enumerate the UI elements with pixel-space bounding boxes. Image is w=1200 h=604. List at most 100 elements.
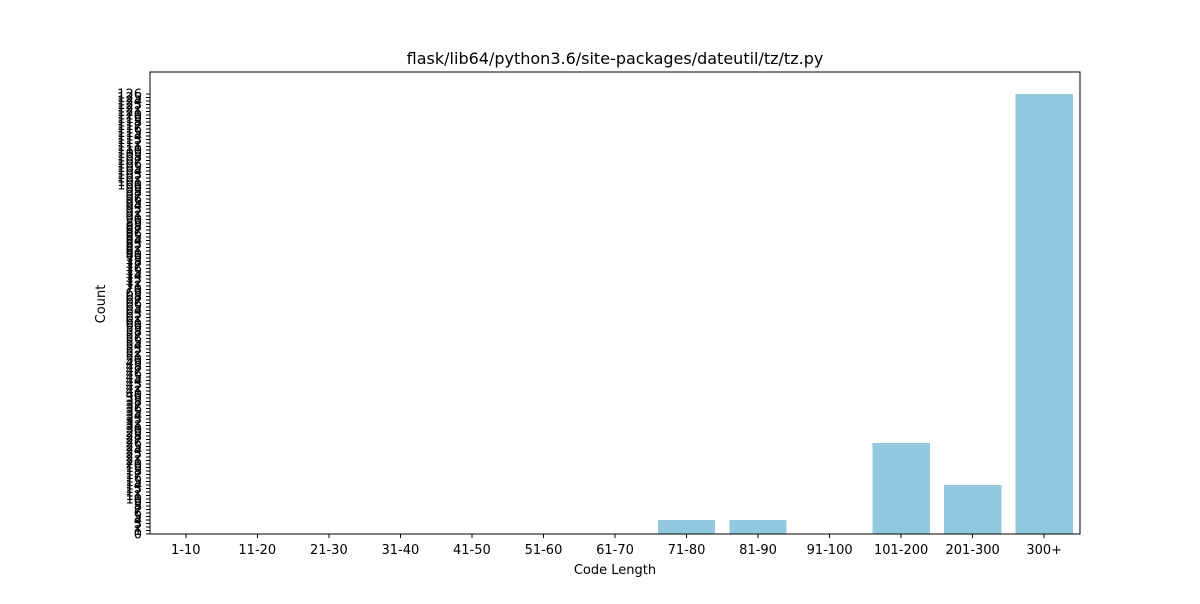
y-tick-label: 49 [125,356,142,371]
y-tick-label: 52 [125,346,142,361]
y-tick-label: 63 [125,308,142,323]
x-tick-label: 21-30 [310,543,348,558]
y-tick-label: 38 [125,395,142,410]
y-tick-label: 33 [125,412,142,427]
y-tick-label: 48 [125,360,142,375]
y-tick-label: 45 [125,370,142,385]
y-tick-label: 5 [134,510,142,525]
y-tick-label: 27 [125,433,142,448]
y-tick-label: 92 [125,206,142,221]
y-tick-label: 46 [125,367,142,382]
y-tick-label: 107 [117,154,142,169]
y-tick-label: 20 [125,458,142,473]
y-tick-label: 69 [125,287,142,302]
x-tick-label: 71-80 [668,543,706,558]
y-tick-label: 36 [125,402,142,417]
y-tick-label: 81 [125,245,142,260]
bar-300+ [1015,94,1073,534]
y-tick-label: 11 [125,489,142,504]
y-tick-label: 79 [125,252,142,267]
y-tick-label: 125 [117,91,142,106]
y-tick-label: 13 [125,482,142,497]
y-tick-label: 102 [117,171,142,186]
y-tick-label: 118 [117,115,142,130]
y-tick-label: 87 [125,224,142,239]
y-tick-label: 42 [125,381,142,396]
x-tick-label: 91-100 [807,543,853,558]
y-tick-label: 121 [117,105,142,120]
x-tick-label: 300+ [1026,543,1062,558]
y-tick-label: 126 [117,88,142,103]
y-tick-label: 40 [125,388,142,403]
bars-layer [657,94,1073,534]
y-tick-label: 109 [117,147,142,162]
y-tick-label: 16 [125,472,142,487]
y-tick-label: 106 [117,157,142,172]
y-tick-label: 41 [125,384,142,399]
y-tick-label: 50 [125,353,142,368]
y-tick-label: 1 [134,524,142,539]
y-tick-label: 83 [125,238,142,253]
y-tick-label: 4 [134,514,142,529]
y-tick-label: 112 [117,136,142,151]
y-tick-label: 101 [117,175,142,190]
y-tick-label: 90 [125,213,142,228]
y-tick-label: 74 [125,269,142,284]
y-tick-label: 82 [125,241,142,256]
y-tick-label: 34 [125,409,142,424]
y-ticks-layer: 0123456789101112131415161718192021222324… [117,88,150,543]
y-axis-label: Count [94,285,109,324]
y-tick-label: 73 [125,273,142,288]
y-tick-label: 64 [125,304,142,319]
y-tick-label: 62 [125,311,142,326]
y-tick-label: 105 [117,161,142,176]
y-tick-label: 95 [125,196,142,211]
y-tick-label: 18 [125,465,142,480]
y-tick-label: 75 [125,266,142,281]
y-tick-label: 21 [125,454,142,469]
bar-81-90 [729,520,787,534]
y-tick-label: 89 [125,217,142,232]
y-tick-label: 123 [117,98,142,113]
y-tick-label: 77 [125,259,142,274]
y-tick-label: 25 [125,440,142,455]
y-tick-label: 9 [134,496,142,511]
y-tick-label: 58 [125,325,142,340]
y-tick-label: 119 [117,112,142,127]
y-tick-label: 103 [117,168,142,183]
y-tick-label: 3 [134,517,142,532]
y-tick-label: 44 [125,374,142,389]
y-tick-label: 94 [125,199,142,214]
x-tick-label: 41-50 [453,543,491,558]
y-tick-label: 124 [117,94,142,109]
y-tick-label: 84 [125,234,142,249]
y-tick-label: 117 [117,119,142,134]
y-tick-label: 88 [125,220,142,235]
y-tick-label: 35 [125,405,142,420]
y-tick-label: 23 [125,447,142,462]
y-tick-label: 120 [117,108,142,123]
y-tick-label: 100 [117,178,142,193]
y-tick-label: 54 [125,339,142,354]
y-tick-label: 28 [125,430,142,445]
y-tick-label: 72 [125,276,142,291]
y-tick-label: 43 [125,377,142,392]
y-tick-label: 57 [125,328,142,343]
bar-71-80 [657,520,716,534]
y-tick-label: 110 [117,143,142,158]
y-tick-label: 122 [117,101,142,116]
y-tick-label: 70 [125,283,142,298]
x-tick-label: 51-60 [525,543,563,558]
x-tick-label: 101-200 [874,543,928,558]
y-tick-label: 15 [125,475,142,490]
x-tick-label: 1-10 [171,543,201,558]
y-tick-label: 51 [125,349,142,364]
y-tick-label: 111 [117,140,142,155]
y-tick-label: 39 [125,391,142,406]
y-tick-label: 24 [125,444,142,459]
x-tick-label: 61-70 [596,543,634,558]
y-tick-label: 0 [134,528,142,543]
y-tick-label: 56 [125,332,142,347]
x-tick-label: 201-300 [946,543,1000,558]
y-tick-label: 114 [117,129,142,144]
